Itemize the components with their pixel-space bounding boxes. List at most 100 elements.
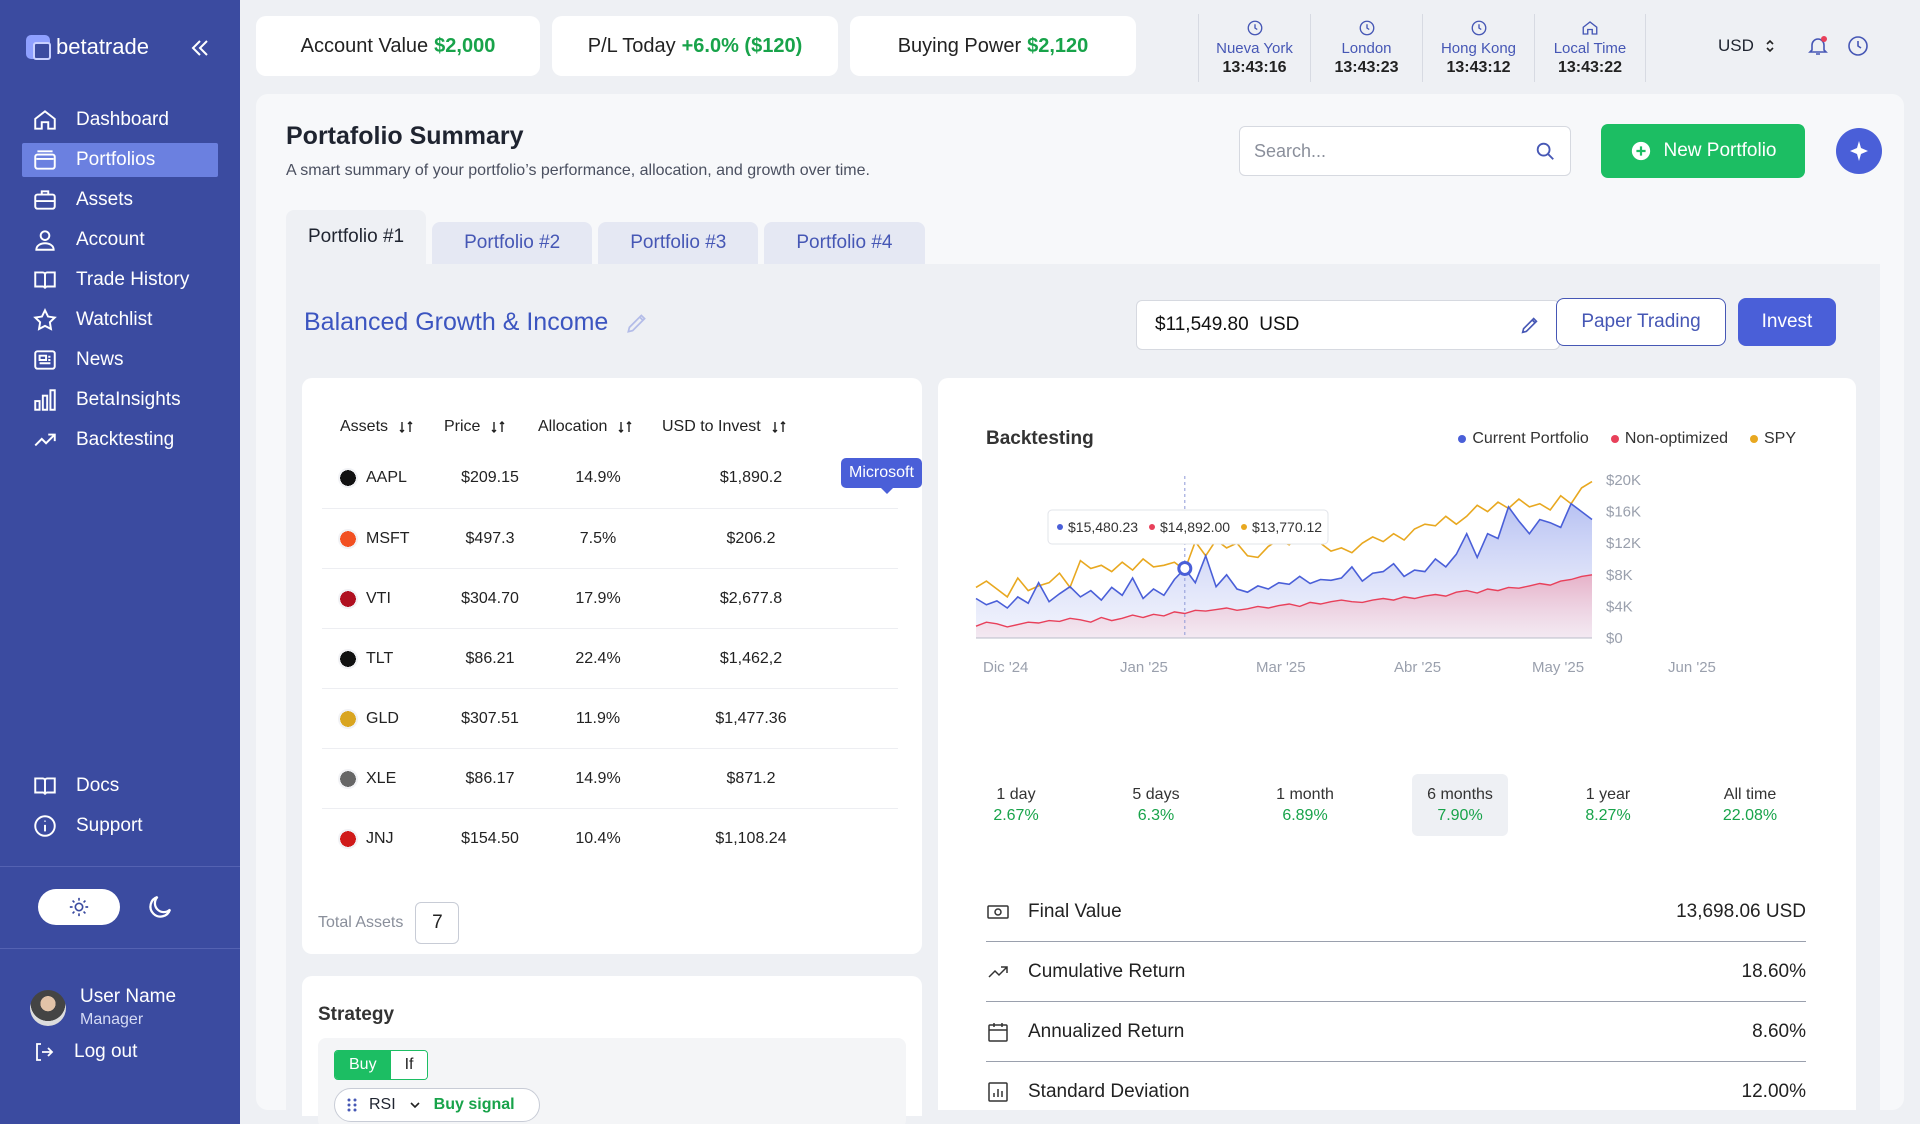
- x-tick-label: Dic '24: [983, 659, 1028, 676]
- period-6-months[interactable]: 6 months 7.90%: [1412, 774, 1508, 836]
- book-icon: [34, 271, 56, 289]
- period-value: 22.08%: [1722, 806, 1778, 824]
- sidebar-item-backtesting[interactable]: Backtesting: [22, 423, 218, 457]
- sidebar-item-label: Portfolios: [76, 149, 156, 170]
- allocation-cell: 14.9%: [575, 770, 621, 787]
- logout-icon: [36, 1043, 54, 1061]
- x-tick-label: Jun '25: [1668, 659, 1716, 676]
- if-option[interactable]: If: [390, 1051, 428, 1079]
- logout-button[interactable]: Log out: [32, 1040, 137, 1064]
- hover-value-label: $15,480.23: [1068, 519, 1138, 535]
- table-row[interactable]: VTI $304.70 17.9% $2,677.8: [322, 568, 898, 628]
- metric-value: 18.60%: [1741, 960, 1806, 982]
- sort-icon: [399, 421, 413, 433]
- indicator-chip[interactable]: RSI Buy signal: [334, 1088, 540, 1122]
- period-1-month[interactable]: 1 month 6.89%: [1260, 774, 1350, 836]
- search-input[interactable]: Search...: [1239, 126, 1571, 176]
- table-row[interactable]: GLD $307.51 11.9% $1,477.36: [322, 688, 898, 748]
- portfolio-name: Balanced Growth & Income: [304, 308, 650, 337]
- logout-label: Log out: [74, 1041, 138, 1062]
- table-row[interactable]: XLE $86.17 14.9% $871.2: [322, 748, 898, 808]
- clock-city: Local Time: [1553, 40, 1627, 57]
- brand-logo[interactable]: betatrade: [26, 34, 149, 60]
- period-value: 7.90%: [1437, 806, 1483, 824]
- header-usd-to-invest[interactable]: USD to Invest: [662, 418, 787, 436]
- ai-assistant-button[interactable]: [1836, 128, 1882, 174]
- period-1-year[interactable]: 1 year 8.27%: [1570, 774, 1646, 836]
- price-cell: $86.21: [465, 650, 515, 667]
- world-clocks: Nueva York 13:43:16 London 13:43:23 Hong…: [1198, 14, 1646, 82]
- sidebar-item-docs[interactable]: Docs: [22, 769, 218, 803]
- sidebar-item-portfolios[interactable]: Portfolios: [22, 143, 218, 177]
- invest-amount-input[interactable]: $11,549.80 USD: [1136, 300, 1560, 350]
- tab-portfolio-3[interactable]: Portfolio #3: [598, 222, 759, 264]
- table-header: Assets Price Allocation USD to Invest: [302, 408, 922, 448]
- table-row[interactable]: JNJ $154.50 10.4% $1,108.24: [322, 808, 898, 868]
- sort-icon: [772, 421, 786, 433]
- calendar-icon: [988, 1022, 1008, 1042]
- invest-button[interactable]: Invest: [1738, 298, 1836, 346]
- sidebar-item-news[interactable]: News: [22, 343, 218, 377]
- pencil-icon[interactable]: [624, 310, 650, 336]
- header-allocation[interactable]: Allocation: [538, 418, 633, 436]
- sidebar-item-assets[interactable]: Assets: [22, 183, 218, 217]
- chart-legend: Current Portfolio Non-optimized SPY: [1458, 430, 1796, 448]
- x-tick-label: May '25: [1532, 659, 1584, 676]
- backtesting-chart[interactable]: $15,480.23 $14,892.00 $13,770.12 $20K $16K $1…: [938, 468, 1856, 698]
- chevron-down-icon: [410, 1102, 420, 1109]
- metric-label: Standard Deviation: [1028, 1081, 1190, 1102]
- pencil-icon: [1521, 317, 1538, 334]
- period-1-day[interactable]: 1 day 2.67%: [978, 774, 1054, 836]
- sidebar-item-label: Dashboard: [76, 109, 169, 130]
- period-5-days[interactable]: 5 days 6.3%: [1118, 774, 1194, 836]
- sort-icon: [618, 421, 632, 433]
- briefcase-icon: [34, 190, 56, 210]
- history-clock-icon[interactable]: [1846, 34, 1870, 58]
- period-label: 5 days: [1132, 785, 1180, 803]
- table-row[interactable]: TLT $86.21 22.4% $1,462,2: [322, 628, 898, 688]
- period-all-time[interactable]: All time 22.08%: [1710, 774, 1790, 836]
- sidebar-item-support[interactable]: Support: [22, 809, 218, 843]
- user-profile[interactable]: User Name Manager: [30, 986, 176, 1029]
- buy-if-toggle[interactable]: Buy If: [334, 1050, 429, 1080]
- usd-to-invest-cell: $1,890.2: [719, 469, 783, 486]
- ticker-logo-icon: [338, 649, 358, 669]
- currency-select[interactable]: USD: [1718, 36, 1776, 56]
- new-portfolio-label: New Portfolio: [1663, 140, 1777, 161]
- collapse-sidebar-icon[interactable]: [186, 34, 214, 62]
- user-icon: [35, 230, 55, 251]
- metric-final-value: Final Value 13,698.06 USD: [986, 882, 1806, 942]
- sidebar-item-trade-history[interactable]: Trade History: [22, 263, 218, 297]
- pl-today-value: +6.0% ($120): [681, 34, 803, 57]
- table-row[interactable]: AAPL $209.15 14.9% $1,890.2: [322, 448, 898, 508]
- tab-portfolio-2[interactable]: Portfolio #2: [432, 222, 593, 264]
- hover-point: [1177, 560, 1193, 576]
- ticker-symbol: GLD: [366, 710, 399, 727]
- clock-time: 13:43:22: [1557, 59, 1623, 76]
- new-portfolio-button[interactable]: New Portfolio: [1601, 124, 1805, 178]
- main-content: Portafolio Summary A smart summary of yo…: [256, 94, 1904, 1124]
- period-selector: 1 day 2.67% 5 days 6.3% 1 month 6.89% 6 mon…: [978, 774, 1818, 836]
- moon-icon[interactable]: [145, 892, 175, 922]
- sidebar-item-betainsights[interactable]: BetaInsights: [22, 383, 218, 417]
- header-price[interactable]: Price: [444, 418, 506, 436]
- sidebar-item-account[interactable]: Account: [22, 223, 218, 257]
- total-assets-value[interactable]: 7: [415, 902, 460, 944]
- tab-portfolio-1[interactable]: Portfolio #1: [286, 210, 427, 264]
- clock-london: London 13:43:23: [1310, 14, 1422, 82]
- sidebar-item-dashboard[interactable]: Dashboard: [22, 103, 218, 137]
- allocation-cell: 7.5%: [579, 530, 617, 547]
- strategy-card: Strategy Buy If RSI Buy signal: [302, 976, 922, 1124]
- notifications-bell-icon[interactable]: [1806, 34, 1830, 58]
- light-mode-toggle[interactable]: [38, 889, 120, 925]
- table-row[interactable]: MSFT $497.3 7.5% $206.2: [322, 508, 898, 568]
- tab-portfolio-4[interactable]: Portfolio #4: [764, 222, 925, 264]
- paper-trading-button[interactable]: Paper Trading: [1556, 298, 1726, 346]
- header-assets[interactable]: Assets: [340, 418, 414, 436]
- header-label: Allocation: [538, 418, 608, 435]
- search-icon: [1536, 142, 1554, 160]
- period-label: 1 year: [1585, 785, 1631, 803]
- chevron-updown-icon: [1766, 39, 1774, 53]
- buy-option[interactable]: Buy: [335, 1051, 391, 1079]
- sidebar-item-watchlist[interactable]: Watchlist: [22, 303, 218, 337]
